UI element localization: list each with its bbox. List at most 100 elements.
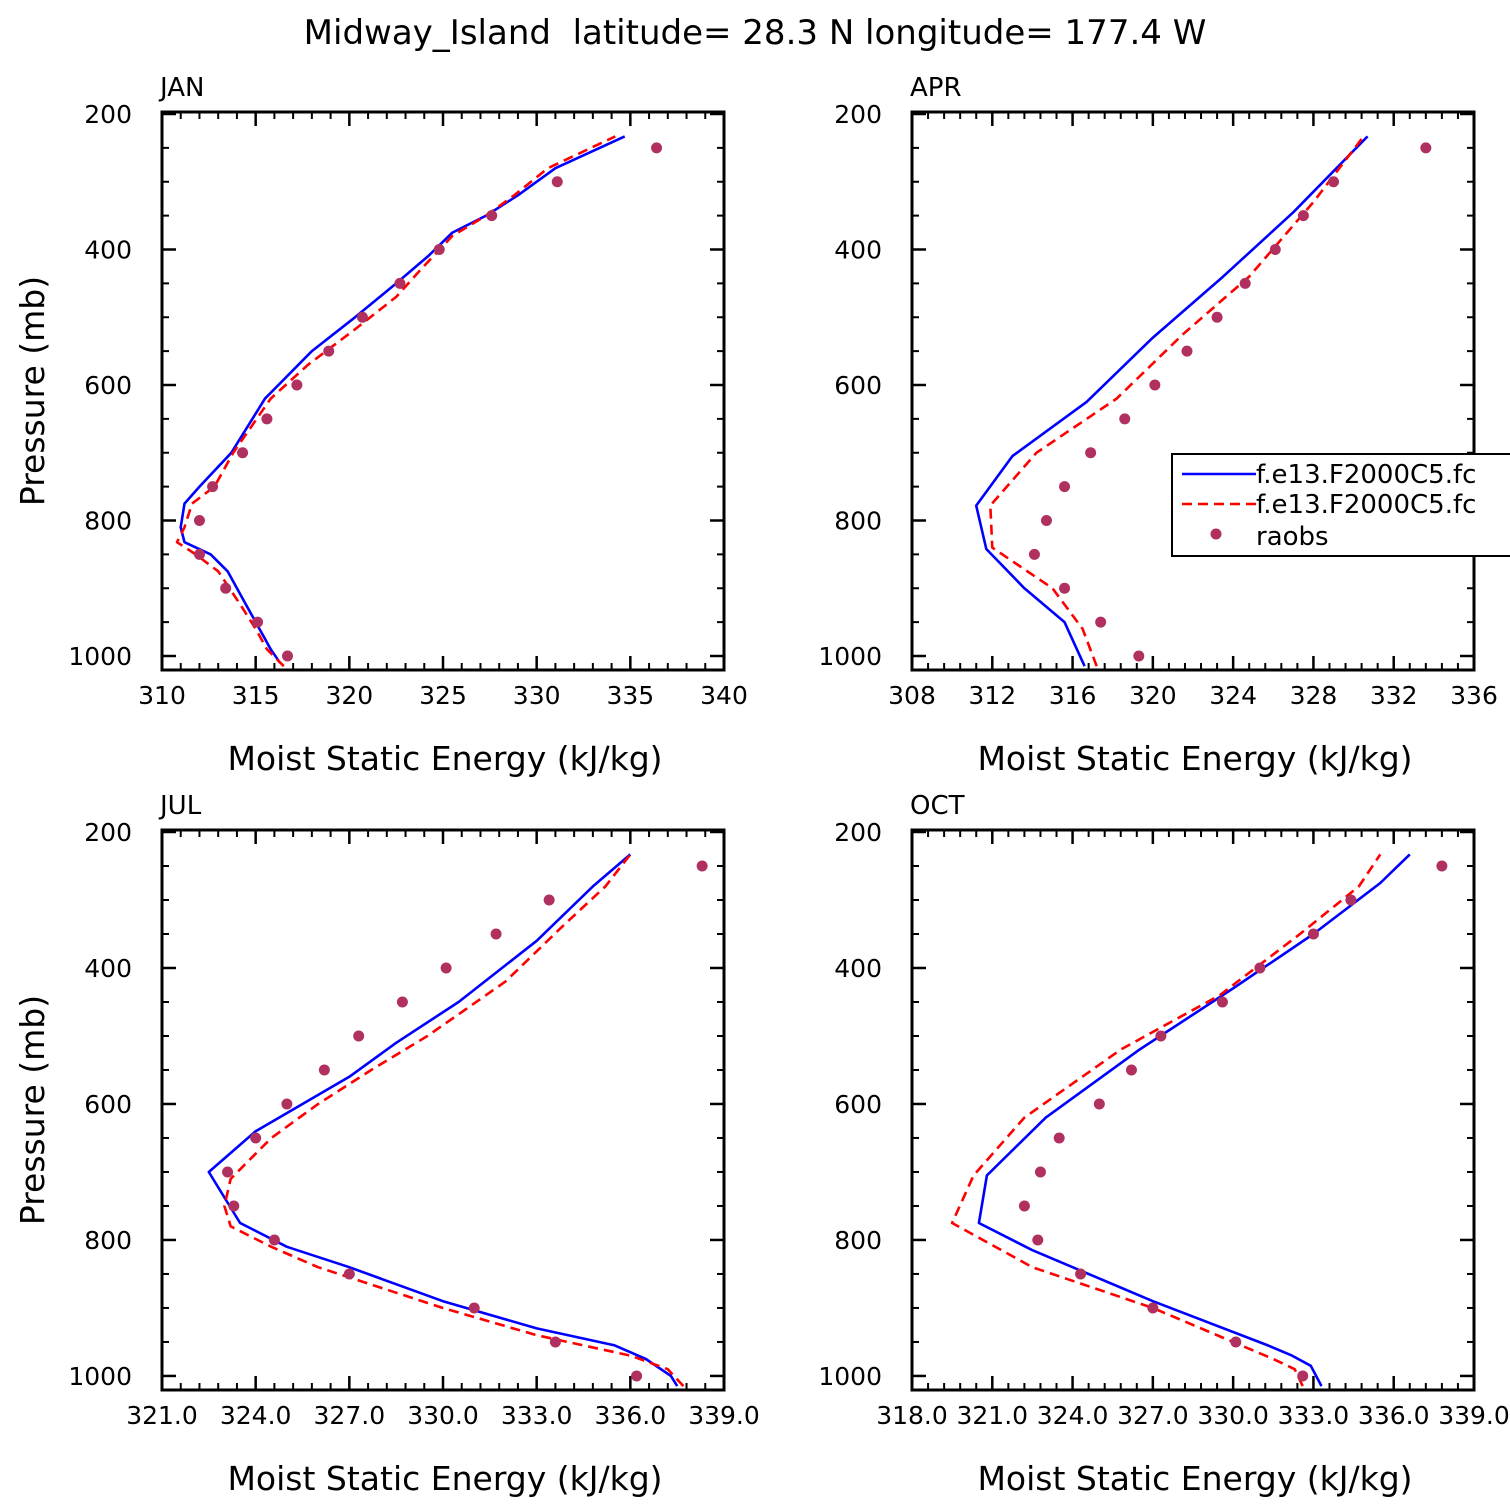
raobs-point	[1181, 345, 1193, 357]
raobs-point	[1032, 1234, 1044, 1246]
x-tick-label: 330	[513, 681, 561, 710]
series-line-solid	[974, 135, 1369, 667]
panel-jan: JAN 310 315 320 325 330 335 340 200 400 600 800 1000…	[13, 73, 748, 778]
y-tick-label: 600	[84, 371, 132, 400]
raobs-point	[282, 650, 294, 662]
raobs-point	[396, 996, 408, 1008]
raobs-point	[343, 1268, 355, 1280]
x-tick-label: 325	[419, 681, 467, 710]
panel-oct: OCT 318.0 321.0 324.0 327.0 330.0 333.0 336.0 33…	[818, 791, 1509, 1498]
raobs-point	[252, 616, 264, 628]
legend-swatch-point	[1210, 528, 1222, 540]
raobs-point	[1119, 413, 1131, 425]
x-tick-label: 318.0	[876, 1401, 948, 1430]
raobs-point	[1230, 1336, 1242, 1348]
raobs-point	[1059, 481, 1071, 493]
x-tick-label: 330.0	[407, 1401, 479, 1430]
raobs-point	[1125, 1064, 1137, 1076]
y-axis-label: Pressure (mb)	[13, 995, 52, 1225]
x-tick-label: 308	[888, 681, 936, 710]
raobs-point	[1328, 176, 1339, 188]
series-line-dashed	[175, 135, 616, 668]
panel-jul: JUL 321.0 324.0 327.0 330.0 333.0 336.0 339.0 20…	[13, 791, 760, 1498]
raobs-point	[468, 1302, 480, 1314]
raobs-point	[1254, 962, 1266, 974]
y-tick-label: 400	[84, 236, 132, 265]
x-tick-label: 321.0	[956, 1401, 1028, 1430]
y-tick-label: 800	[84, 507, 132, 536]
x-tick-label: 340	[700, 681, 748, 710]
x-tick-label: 312	[968, 681, 1016, 710]
y-tick-label: 200	[84, 818, 132, 847]
x-tick-label: 327.0	[1117, 1401, 1189, 1430]
raobs-point	[323, 345, 335, 357]
raobs-point	[193, 515, 205, 526]
raobs-point	[250, 1132, 262, 1144]
x-axis-label: Moist Static Energy (kJ/kg)	[227, 1459, 662, 1498]
raobs-point	[1345, 894, 1357, 906]
raobs-point	[207, 481, 219, 493]
y-tick-label: 1000	[818, 642, 882, 671]
legend-entry: f.e13.F2000C5.fc	[1256, 490, 1476, 520]
series-line-solid	[977, 853, 1411, 1387]
x-tick-label: 324.0	[1037, 1401, 1109, 1430]
x-tick-label: 330.0	[1197, 1401, 1269, 1430]
legend-box	[1171, 453, 1510, 557]
x-tick-label: 327.0	[314, 1401, 386, 1430]
x-tick-label: 324.0	[220, 1401, 292, 1430]
raobs-point	[1028, 548, 1040, 560]
raobs-point	[1085, 447, 1097, 459]
x-axis-label: Moist Static Energy (kJ/kg)	[977, 1459, 1412, 1498]
x-tick-label: 333.0	[1278, 1401, 1350, 1430]
series-line-dashed	[950, 853, 1382, 1387]
raobs-point	[490, 928, 502, 940]
x-tick-label: 336	[1450, 681, 1498, 710]
y-tick-label: 800	[834, 1226, 882, 1255]
series-line-solid	[207, 853, 679, 1387]
raobs-point	[193, 548, 205, 560]
y-axis-label: Pressure (mb)	[13, 276, 52, 506]
x-tick-label: 339.0	[1438, 1401, 1510, 1430]
x-tick-label: 315	[232, 681, 280, 710]
x-axis-label: Moist Static Energy (kJ/kg)	[977, 739, 1412, 778]
raobs-point	[1420, 142, 1432, 154]
legend-entry: raobs	[1256, 522, 1329, 552]
raobs-point	[356, 311, 368, 323]
raobs-point	[549, 1336, 561, 1348]
raobs-point	[1053, 1132, 1065, 1144]
raobs-point	[1307, 928, 1319, 940]
raobs-point	[1297, 1370, 1309, 1382]
plot-frame	[910, 110, 1476, 672]
x-tick-label: 310	[138, 681, 186, 710]
y-tick-label: 600	[834, 1090, 882, 1119]
raobs-point	[651, 142, 663, 154]
x-axis-label: Moist Static Energy (kJ/kg)	[227, 739, 662, 778]
plot-frame	[160, 828, 726, 1392]
panel-title: JUL	[158, 791, 202, 821]
plot-frame	[160, 110, 726, 672]
raobs-point	[1149, 379, 1161, 391]
raobs-point	[353, 1030, 365, 1042]
x-tick-label: 316	[1049, 681, 1097, 710]
raobs-point	[261, 413, 273, 425]
raobs-point	[1269, 244, 1281, 255]
y-tick-label: 1000	[818, 1362, 882, 1391]
x-tick-label: 335	[606, 681, 654, 710]
raobs-point	[1075, 1268, 1087, 1280]
x-tick-label: 332	[1370, 681, 1418, 710]
raobs-point	[1034, 1166, 1046, 1178]
raobs-point	[696, 860, 708, 872]
y-tick-label: 400	[834, 954, 882, 983]
raobs-point	[281, 1098, 293, 1110]
x-tick-label: 333.0	[501, 1401, 573, 1430]
panel-title: APR	[910, 73, 962, 103]
raobs-point	[1216, 996, 1228, 1008]
legend-entry: f.e13.F2000C5.fc	[1256, 460, 1476, 490]
y-tick-label: 400	[84, 954, 132, 983]
y-tick-label: 400	[834, 236, 882, 265]
raobs-point	[486, 210, 498, 222]
raobs-point	[1147, 1302, 1159, 1314]
raobs-point	[440, 962, 452, 974]
raobs-point	[1059, 582, 1071, 594]
raobs-point	[394, 277, 406, 289]
